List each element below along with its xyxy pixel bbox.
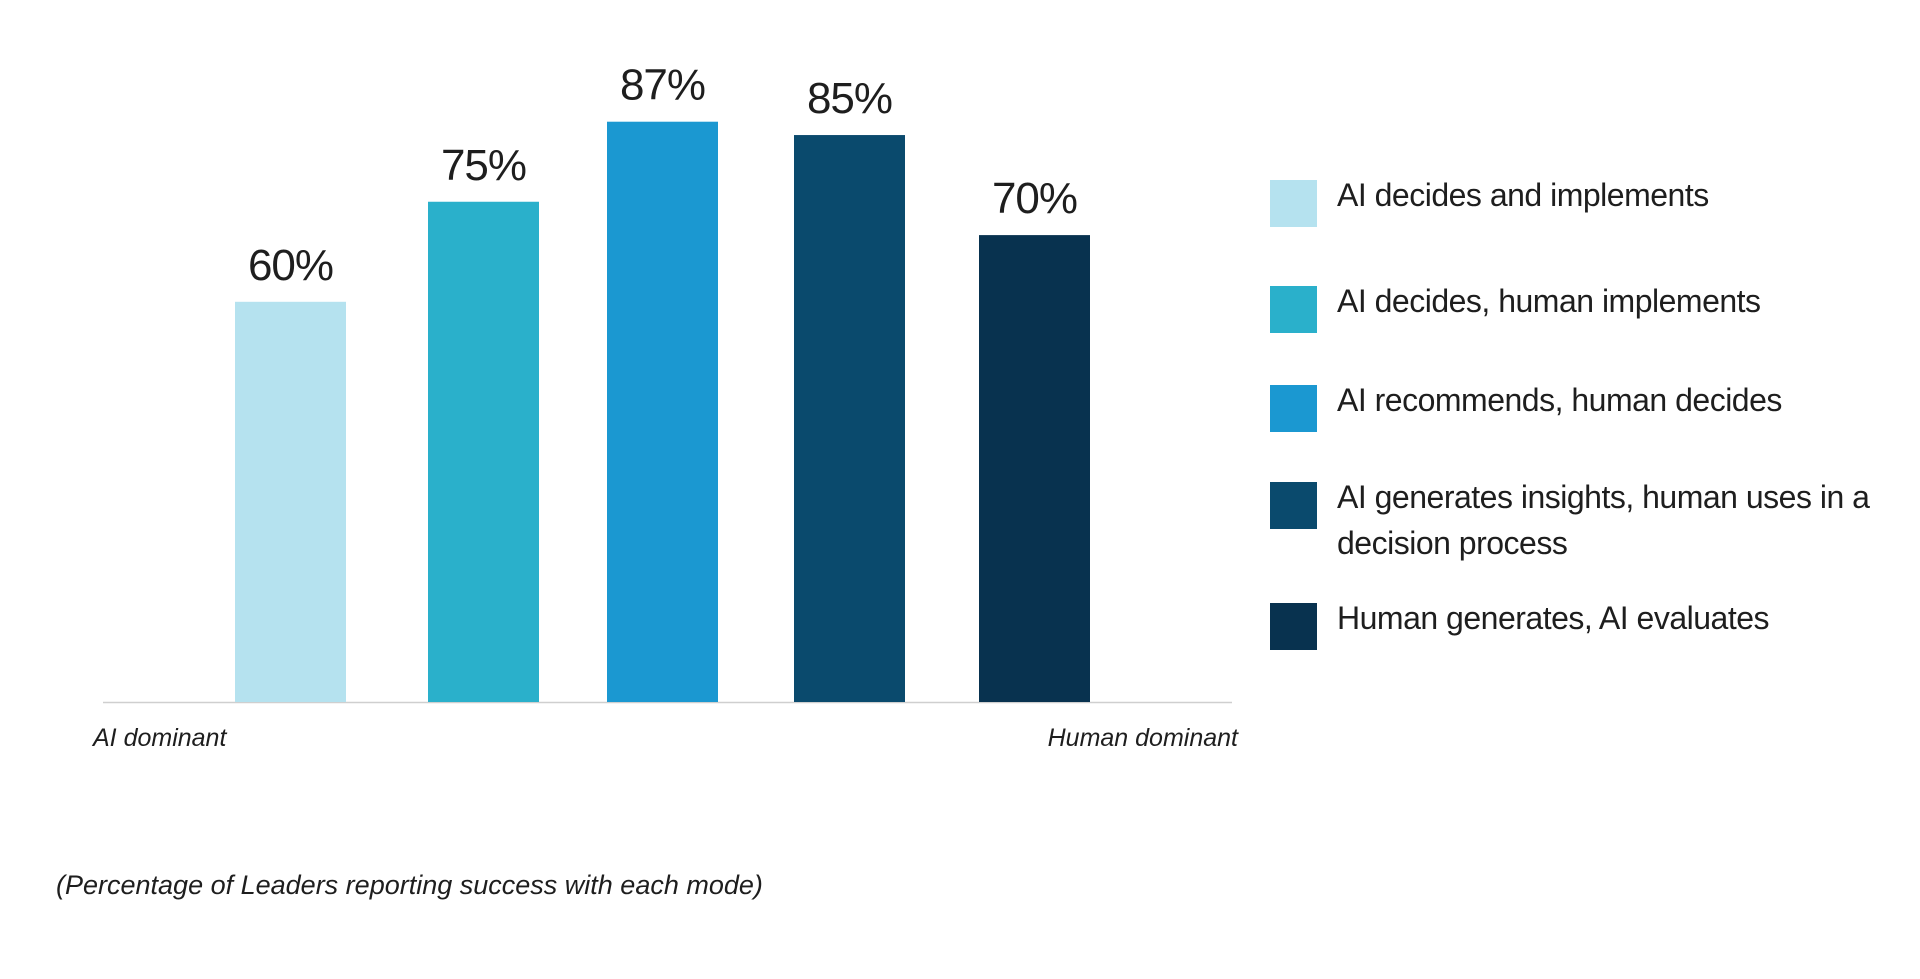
bar-value-label-1: 60% — [248, 241, 333, 290]
legend-label: AI recommends, human decides — [1337, 382, 1782, 418]
legend-label: AI decides, human implements — [1337, 283, 1761, 319]
bar-1 — [235, 301, 346, 702]
bar-4 — [794, 135, 905, 703]
legend-swatch — [1270, 286, 1317, 333]
bar-value-label-5: 70% — [992, 174, 1077, 223]
legend-label: Human generates, AI evaluates — [1337, 600, 1770, 636]
bar-value-label-2: 75% — [441, 141, 526, 190]
legend-swatch — [1270, 482, 1317, 529]
legend-swatch — [1270, 180, 1317, 227]
x-axis-right-label: Human dominant — [1047, 724, 1238, 752]
legend-swatch — [1270, 385, 1317, 432]
chart-footnote: (Percentage of Leaders reporting success… — [56, 870, 763, 900]
bar-2 — [428, 201, 539, 702]
legend-label: AI decides and implements — [1337, 177, 1709, 213]
legend-label: AI generates insights, human uses in a d… — [1337, 479, 1870, 561]
bar-5 — [979, 235, 1090, 702]
bar-value-label-4: 85% — [807, 74, 892, 123]
legend-swatch — [1270, 603, 1317, 650]
bar-3 — [607, 121, 718, 702]
x-axis-left-label: AI dominant — [93, 724, 227, 752]
bar-value-label-3: 87% — [620, 61, 705, 110]
